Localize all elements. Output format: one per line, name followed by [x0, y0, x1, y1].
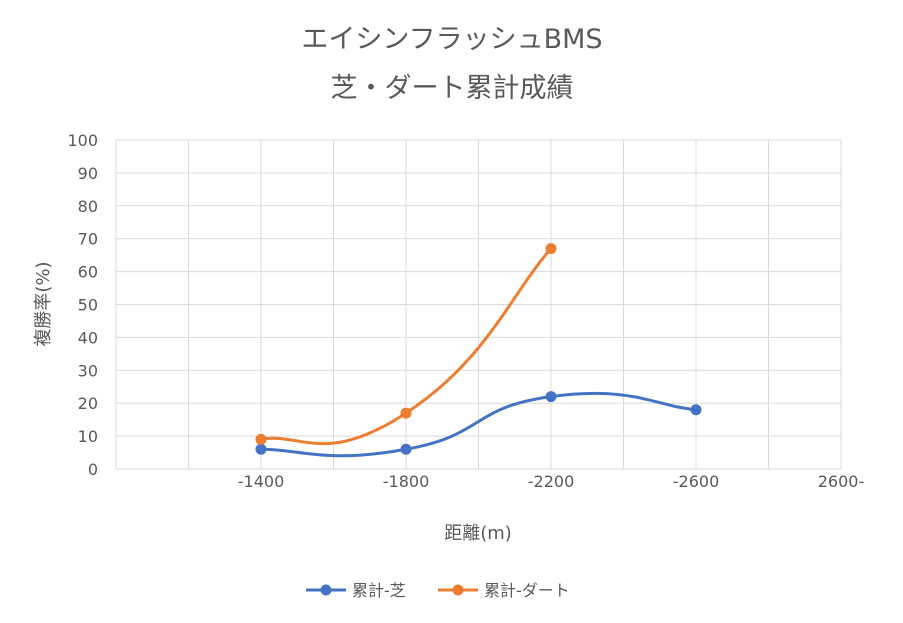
x-axis-title: 距離(m) — [444, 523, 512, 544]
legend[interactable]: 累計-芝 累計-ダート — [306, 581, 570, 600]
x-tick-label: -1800 — [383, 472, 430, 491]
series-line-0 — [259, 391, 698, 458]
series-group — [255, 243, 702, 458]
grid — [115, 139, 842, 470]
data-point[interactable] — [255, 433, 267, 445]
data-point[interactable] — [545, 391, 557, 403]
y-tick-label: 80 — [78, 197, 98, 216]
y-axis-ticks: 0 10 20 30 40 50 60 70 80 90 100 — [67, 131, 98, 479]
chart-subtitle: 芝・ダート累計成績 — [331, 73, 574, 104]
data-point[interactable] — [255, 443, 267, 455]
y-tick-label: 30 — [78, 361, 98, 380]
y-tick-label: 40 — [78, 328, 98, 347]
y-tick-label: 100 — [67, 131, 98, 150]
y-tick-label: 10 — [78, 427, 98, 446]
x-tick-label: -2200 — [528, 472, 575, 491]
data-point[interactable] — [545, 243, 557, 255]
legend-label: 累計-芝 — [352, 581, 406, 600]
data-point[interactable] — [400, 443, 412, 455]
x-tick-label: -1400 — [238, 472, 285, 491]
legend-item-1[interactable]: 累計-ダート — [438, 581, 570, 600]
y-tick-label: 60 — [78, 263, 98, 282]
chart-title: エイシンフラッシュBMS — [301, 24, 602, 55]
y-tick-label: 90 — [78, 164, 98, 183]
data-point[interactable] — [400, 407, 412, 419]
y-tick-label: 50 — [78, 296, 98, 315]
legend-item-0[interactable]: 累計-芝 — [306, 581, 406, 600]
x-tick-label: 2600- — [818, 472, 865, 491]
x-tick-label: -2600 — [673, 472, 720, 491]
legend-marker — [320, 584, 332, 596]
y-tick-label: 20 — [78, 394, 98, 413]
y-tick-label: 70 — [78, 230, 98, 249]
legend-marker — [452, 584, 464, 596]
legend-label: 累計-ダート — [484, 581, 570, 600]
data-point[interactable] — [690, 404, 702, 416]
y-axis-title: 複勝率(%) — [33, 261, 54, 346]
y-tick-label: 0 — [88, 460, 98, 479]
x-axis-ticks: -1400 -1800 -2200 -2600 2600- — [238, 472, 865, 491]
